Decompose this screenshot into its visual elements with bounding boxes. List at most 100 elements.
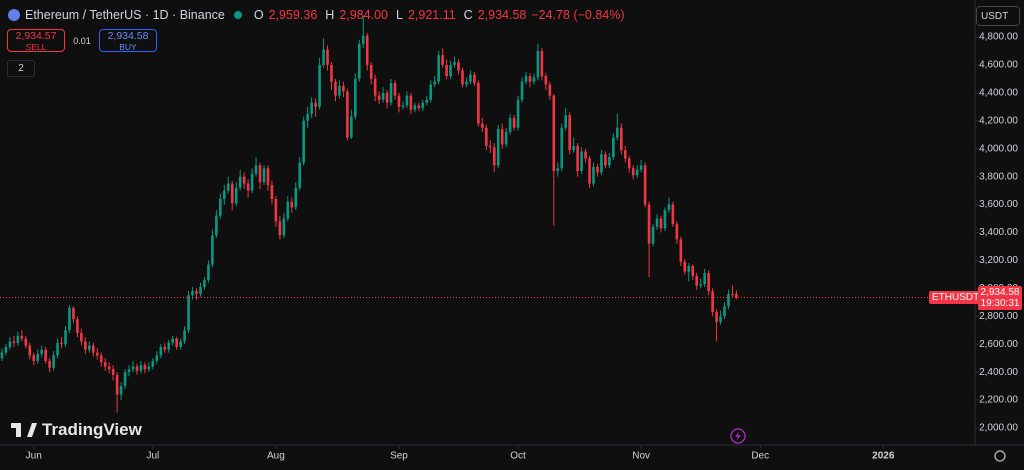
candle-body: [592, 166, 595, 184]
candle-body: [667, 204, 671, 211]
candle-body: [151, 360, 155, 367]
candle-body: [465, 81, 468, 85]
candle-body: [139, 365, 143, 371]
candle-body: [520, 81, 524, 100]
candle-body: [369, 64, 373, 79]
indicator-count: 2: [18, 63, 24, 74]
candle-body: [524, 76, 528, 82]
candle-body: [44, 349, 47, 361]
candle-body: [441, 55, 444, 65]
candle-body: [659, 218, 663, 229]
candle-body: [377, 95, 381, 100]
candle-body: [627, 158, 631, 169]
candle-body: [24, 338, 28, 346]
y-tick-label: 4,200.00: [979, 115, 1018, 126]
price-tag-price: 2,934.58: [980, 287, 1020, 299]
candle-body: [389, 83, 393, 103]
ohlc-label: C: [463, 8, 473, 22]
candle-body: [540, 50, 544, 77]
y-tick-label: 2,800.00: [979, 311, 1018, 322]
candle-body: [330, 64, 333, 82]
candle-body: [274, 198, 278, 222]
candle-body: [155, 355, 159, 361]
sell-button[interactable]: 2,934.57 SELL: [7, 29, 65, 52]
event-icon[interactable]: [730, 428, 746, 444]
candle-body: [663, 210, 667, 229]
candle-body: [254, 165, 258, 174]
candle-body: [572, 145, 575, 151]
candle-body: [544, 76, 548, 85]
candle-body: [36, 353, 40, 361]
candle-body: [417, 105, 421, 109]
y-tick-label: 2,200.00: [979, 395, 1018, 406]
candle-body: [334, 81, 337, 96]
candle-body: [195, 291, 198, 294]
candle-body: [282, 218, 286, 236]
symbol-title[interactable]: Ethereum / TetherUS · 1D · Binance: [25, 8, 225, 22]
candle-body: [608, 157, 611, 166]
ohlc-value: 2,921.11: [407, 8, 456, 22]
candle-body: [596, 166, 599, 173]
candle-body: [171, 338, 174, 343]
candle-body: [715, 312, 718, 322]
buy-label: BUY: [119, 42, 137, 52]
buy-button[interactable]: 2,934.58 BUY: [99, 29, 157, 52]
candle-body: [492, 147, 496, 166]
candle-body: [488, 145, 492, 148]
candle-body: [481, 123, 484, 128]
candle-body: [381, 92, 385, 100]
candle-body: [735, 294, 738, 298]
currency-select[interactable]: USDT: [976, 6, 1020, 26]
market-status: [233, 11, 242, 19]
y-tick-label: 2,000.00: [979, 423, 1018, 434]
candle-body: [647, 204, 651, 244]
candle-body: [695, 275, 699, 286]
candle-body: [290, 201, 294, 208]
candle-body: [727, 293, 730, 307]
candle-body: [310, 102, 313, 114]
x-tick-label: Nov: [632, 451, 650, 462]
candle-body: [88, 345, 91, 350]
buy-price: 2,934.58: [107, 30, 149, 42]
candle-body: [246, 183, 250, 191]
candle-body: [68, 307, 71, 331]
candle-body: [12, 341, 16, 343]
y-tick-label: 3,400.00: [979, 227, 1018, 238]
candle-body: [623, 150, 627, 159]
candle-body: [671, 204, 675, 225]
candle-body: [32, 355, 36, 361]
candle-body: [0, 352, 4, 359]
candle-body: [338, 85, 341, 96]
indicators-toggle[interactable]: 2: [7, 60, 35, 77]
candle-body: [639, 165, 643, 170]
candle-body: [564, 115, 568, 128]
candle-body: [548, 84, 552, 96]
candle-body: [508, 117, 512, 132]
sell-price: 2,934.57: [15, 30, 57, 42]
candle-body: [230, 183, 234, 204]
candle-body: [314, 102, 317, 107]
ohlc-label: H: [325, 8, 335, 22]
candle-body: [373, 78, 377, 96]
settings-icon[interactable]: [994, 450, 1006, 462]
candle-body: [612, 137, 615, 158]
candle-body: [445, 64, 448, 77]
watermark: TradingView: [11, 420, 142, 440]
candle-body: [346, 91, 349, 138]
candle-body: [357, 43, 361, 79]
candle-body: [584, 151, 587, 159]
candle-body: [719, 316, 722, 322]
candle-body: [64, 330, 67, 345]
candle-body: [298, 162, 302, 188]
candle-body: [95, 352, 99, 356]
candle-body: [556, 168, 560, 172]
candle-body: [405, 95, 409, 106]
currency: USDT: [981, 11, 1009, 22]
ohlc-value: 2,959.36: [268, 8, 318, 22]
trade-panel: 2,934.57 SELL 0.01 2,934.58 BUY: [7, 29, 157, 52]
candle-body: [433, 81, 437, 85]
candle-body: [191, 291, 194, 296]
y-tick-label: 3,200.00: [979, 255, 1018, 266]
candle-body: [8, 341, 12, 347]
